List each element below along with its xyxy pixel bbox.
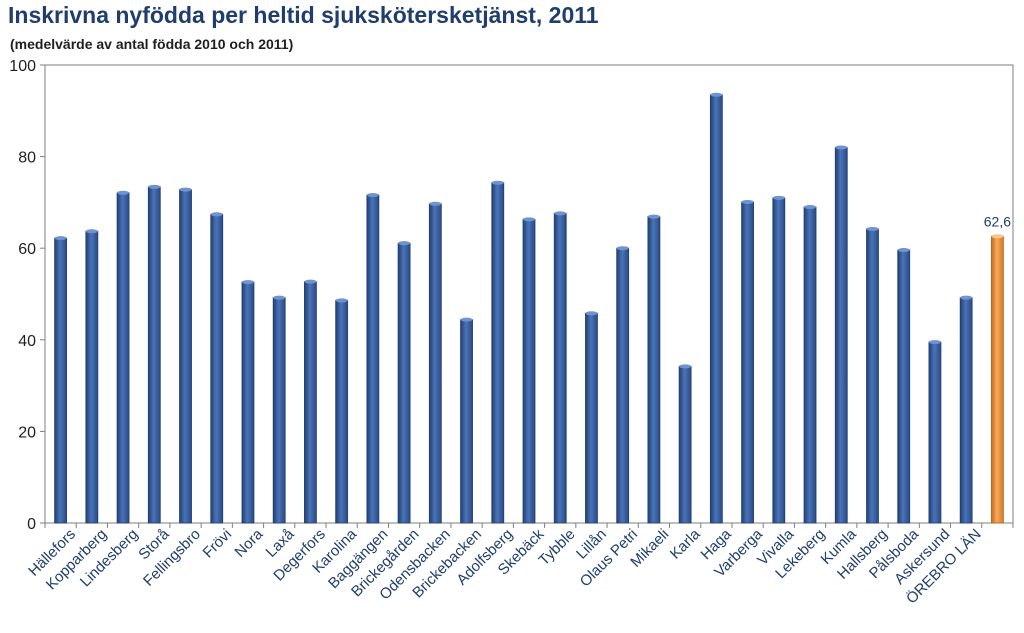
bar-cap	[710, 92, 723, 97]
bar	[397, 242, 411, 524]
bar-cap	[148, 184, 161, 189]
bar-highlight	[990, 235, 1004, 524]
bar	[428, 203, 442, 524]
bar	[210, 213, 224, 524]
bar	[585, 312, 598, 524]
bar	[85, 230, 99, 524]
bar-cap	[273, 295, 286, 300]
bar	[366, 194, 380, 524]
bar-cap	[866, 226, 879, 231]
bar	[647, 216, 661, 524]
bar	[241, 281, 255, 524]
bar	[928, 341, 942, 524]
bar	[522, 218, 536, 524]
bar	[897, 249, 911, 524]
bar-cap	[179, 187, 192, 192]
bar	[616, 247, 630, 524]
bar-cap	[991, 234, 1004, 239]
bar	[803, 206, 817, 524]
bar-cap	[54, 236, 67, 241]
bar	[772, 197, 786, 524]
bar-cap	[398, 241, 411, 246]
data-label: 62,6	[984, 213, 1011, 229]
y-tick-label: 0	[27, 516, 36, 533]
bar	[460, 319, 473, 524]
bar	[678, 365, 692, 524]
bar	[866, 228, 879, 524]
bar	[834, 147, 848, 524]
bar-cap	[366, 193, 379, 198]
x-category-label: Nora	[231, 525, 266, 560]
y-tick-label: 100	[9, 58, 36, 75]
bar	[741, 201, 754, 524]
bar-cap	[491, 180, 504, 185]
bar	[304, 281, 317, 524]
bar	[179, 189, 192, 524]
bar	[116, 192, 130, 524]
bar-cap	[897, 248, 910, 253]
bar-cap	[928, 340, 941, 345]
bar-cap	[85, 229, 98, 234]
y-tick-label: 20	[18, 424, 36, 441]
bar-cap	[241, 280, 254, 285]
bar-cap	[460, 317, 473, 322]
chart-title: Inskrivna nyfödda per heltid sjuksköters…	[8, 2, 599, 28]
bar-cap	[679, 364, 692, 369]
bar-cap	[741, 199, 754, 204]
bar-cap	[616, 246, 629, 251]
bar	[272, 297, 286, 524]
y-tick-label: 80	[18, 150, 36, 167]
bar-cap	[804, 204, 817, 209]
bar	[709, 94, 723, 524]
bar-cap	[647, 214, 660, 219]
bar-cap	[210, 212, 223, 217]
bar-cap	[835, 145, 848, 150]
x-category-label: Karla	[667, 525, 704, 562]
y-tick-label: 40	[18, 333, 36, 350]
bar-cap	[304, 279, 317, 284]
bar-cap	[772, 195, 785, 200]
bar-cap	[554, 211, 567, 216]
bar-cap	[335, 298, 348, 303]
bar-cap	[429, 201, 442, 206]
bar	[553, 212, 567, 524]
bar-cap	[960, 295, 973, 300]
bar	[54, 237, 68, 524]
bar	[335, 300, 349, 524]
bar-cap	[523, 217, 535, 222]
bar	[147, 186, 161, 524]
bar-cap	[585, 311, 598, 316]
bar	[491, 182, 505, 524]
chart-subtitle: (medelvärde av antal födda 2010 och 2011…	[10, 36, 294, 52]
x-category-label: Frövi	[200, 526, 236, 562]
bar	[959, 297, 973, 524]
bar-cap	[117, 190, 130, 195]
y-tick-label: 60	[18, 241, 36, 258]
